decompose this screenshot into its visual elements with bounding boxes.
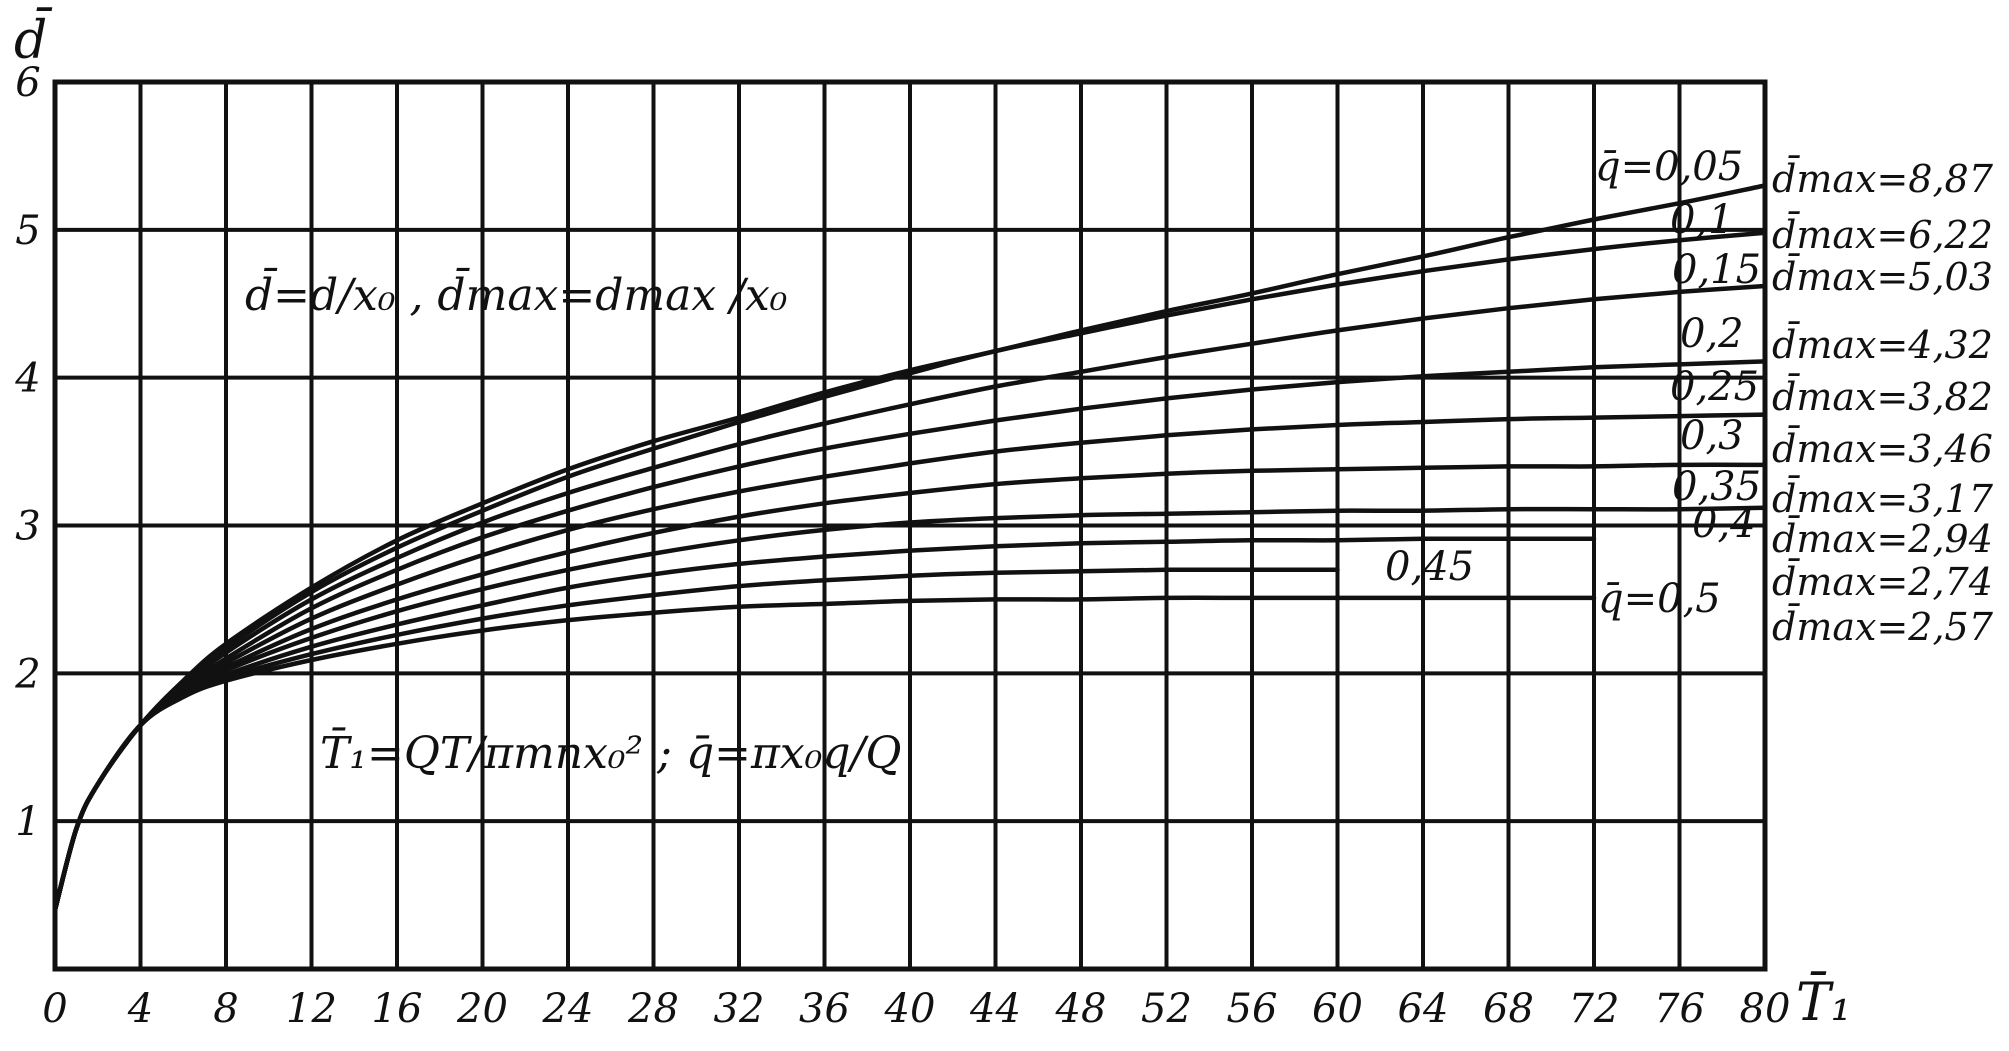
series-label-2: 0,15 bbox=[1672, 247, 1761, 293]
x-tick-label: 36 bbox=[799, 986, 850, 1032]
y-tick-label: 6 bbox=[15, 60, 40, 106]
x-tick-label: 20 bbox=[456, 986, 508, 1032]
x-tick-label: 80 bbox=[1740, 986, 1791, 1032]
dmax-label-4: d̄max=3,82 bbox=[1772, 374, 1993, 419]
x-tick-label: 56 bbox=[1227, 986, 1278, 1032]
x-tick-label: 32 bbox=[714, 986, 765, 1032]
plot-frame bbox=[52, 79, 1768, 972]
series-label-5: 0,3 bbox=[1680, 413, 1744, 459]
x-axis-title: T̄₁ bbox=[1796, 972, 1852, 1033]
series-label-0: q̄=0,05 bbox=[1595, 144, 1743, 190]
x-tick-label: 60 bbox=[1312, 986, 1363, 1032]
series-label-7: 0,4 bbox=[1692, 501, 1756, 547]
dmax-label-6: d̄max=3,17 bbox=[1772, 476, 1994, 521]
x-tick-label: 76 bbox=[1654, 986, 1705, 1032]
x-tick-label: 4 bbox=[127, 986, 153, 1032]
y-tick-label: 3 bbox=[15, 504, 40, 550]
y-tick-label: 5 bbox=[15, 208, 40, 254]
series-label-1: 0,1 bbox=[1670, 197, 1734, 243]
x-tick-labels: 0 4 8 12 16 20 24 28 32 36 40 44 48 52 56 60 64 68 72 76 80 bbox=[42, 986, 1790, 1032]
y-axis-title: d̄ bbox=[14, 8, 53, 71]
x-tick-label: 44 bbox=[969, 986, 1021, 1032]
y-tick-label: 2 bbox=[14, 651, 40, 697]
x-tick-label: 52 bbox=[1141, 986, 1192, 1032]
annotation-definitions: d̄=d/x₀ , d̄max=dmax /x₀ bbox=[245, 266, 788, 321]
series-label-9: q̄=0,5 bbox=[1598, 576, 1721, 622]
dmax-label-2: d̄max=5,03 bbox=[1772, 254, 1993, 299]
series-line-9 bbox=[52, 595, 1597, 913]
series-label-4: 0,25 bbox=[1670, 364, 1759, 410]
dmax-label-9: d̄max=2,57 bbox=[1772, 604, 1994, 649]
y-tick-label: 1 bbox=[15, 799, 40, 845]
series-label-6: 0,35 bbox=[1672, 464, 1761, 510]
series-label-3: 0,2 bbox=[1680, 311, 1744, 357]
annotation-formulas: T̄₁=QT/πmnx₀² ; q̄=πx₀q/Q bbox=[320, 726, 901, 779]
dmax-label-1: d̄max=6,22 bbox=[1772, 212, 1993, 257]
x-tick-label: 68 bbox=[1483, 986, 1534, 1032]
series-labels: q̄=0,05 0,10,15 0,2 0,250,3 0,350,4 0,45 q̄=0,… bbox=[1385, 144, 1761, 622]
x-tick-label: 40 bbox=[884, 986, 936, 1032]
x-tick-label: 28 bbox=[627, 986, 679, 1032]
grid bbox=[55, 82, 1765, 969]
x-tick-label: 48 bbox=[1055, 986, 1107, 1032]
series-line-0 bbox=[52, 183, 1768, 913]
curves bbox=[52, 183, 1768, 913]
dmax-label-3: d̄max=4,32 bbox=[1772, 322, 1993, 367]
x-tick-label: 24 bbox=[542, 986, 594, 1032]
dmax-label-5: d̄max=3,46 bbox=[1772, 426, 1993, 471]
dmax-label-0: d̄max=8,87 bbox=[1772, 156, 1994, 201]
x-tick-label: 72 bbox=[1569, 986, 1620, 1032]
y-tick-labels: 1 2 3 4 5 6 bbox=[14, 60, 40, 845]
x-tick-label: 8 bbox=[213, 986, 238, 1032]
dmax-label-7: d̄max=2,94 bbox=[1772, 516, 1993, 561]
series-label-8: 0,45 bbox=[1385, 544, 1474, 590]
dmax-label-8: d̄max=2,74 bbox=[1772, 559, 1993, 604]
y-tick-label: 4 bbox=[14, 356, 40, 402]
x-tick-label: 0 bbox=[42, 986, 67, 1032]
x-tick-label: 64 bbox=[1398, 986, 1449, 1032]
dmax-labels: d̄max=8,87 d̄max=6,22d̄max=5,03 d̄max=4,32… bbox=[1772, 156, 1994, 649]
x-tick-label: 16 bbox=[372, 986, 423, 1032]
x-tick-label: 12 bbox=[286, 986, 337, 1032]
series-line-2 bbox=[52, 283, 1768, 913]
